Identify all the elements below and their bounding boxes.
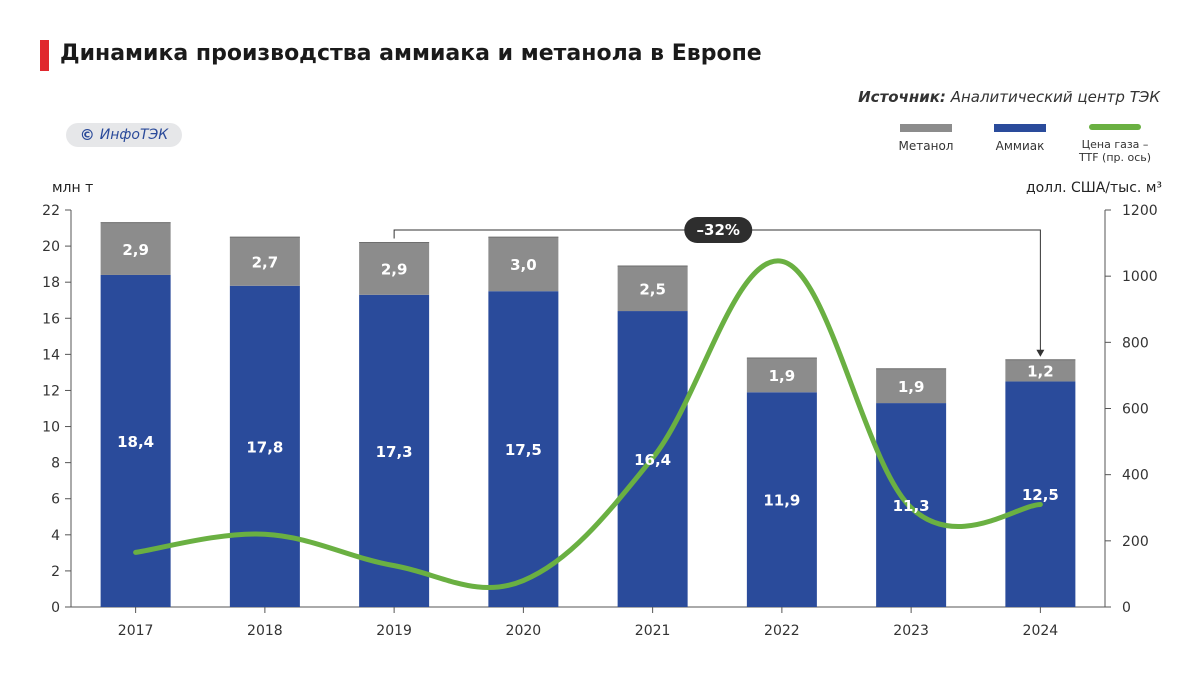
label-methanol: 1,9 <box>898 378 925 396</box>
title-accent-bar <box>40 40 49 71</box>
bar-methanol <box>100 222 171 275</box>
bar-methanol <box>746 357 817 393</box>
left-tick-label: 16 <box>42 311 60 327</box>
label-methanol: 2,9 <box>381 261 408 279</box>
label-methanol: 2,9 <box>122 241 149 259</box>
right-tick-label: 1200 <box>1122 203 1158 219</box>
left-tick-label: 10 <box>42 420 60 436</box>
badge-text: ИнфоТЭК <box>99 127 169 143</box>
left-tick-label: 2 <box>51 564 60 580</box>
source-note: Источник: Аналитический центр ТЭК <box>858 88 1160 106</box>
x-tick-label: 2023 <box>893 623 929 639</box>
copyright-icon: © <box>79 126 95 144</box>
x-tick-label: 2021 <box>635 623 671 639</box>
legend-swatch-ammonia <box>994 124 1046 132</box>
right-axis-unit: долл. США/тыс. м³ <box>1025 180 1162 196</box>
label-methanol: 2,5 <box>639 280 666 298</box>
bar-methanol <box>617 265 688 312</box>
bar-methanol <box>488 237 559 292</box>
x-tick-label: 2018 <box>247 623 283 639</box>
left-tick-label: 12 <box>42 383 60 399</box>
left-axis-unit: млн т <box>52 180 94 196</box>
legend-swatch-gas-price <box>1089 124 1141 130</box>
x-tick-label: 2022 <box>764 623 800 639</box>
label-ammonia: 17,8 <box>246 438 283 456</box>
legend-label-ammonia: Аммиак <box>995 139 1045 153</box>
label-methanol: 2,7 <box>252 253 279 271</box>
legend-item-methanol: Метанол <box>897 124 955 153</box>
legend-item-gas-price: Цена газа – TTF (пр. ось) <box>1070 124 1160 164</box>
right-tick-label: 800 <box>1122 335 1149 351</box>
x-tick-label: 2017 <box>118 623 154 639</box>
change-label: –32% <box>697 221 740 239</box>
label-ammonia: 11,3 <box>893 497 930 515</box>
bar-methanol <box>359 242 430 295</box>
label-ammonia: 12,5 <box>1022 486 1059 504</box>
left-tick-label: 4 <box>51 528 60 544</box>
left-tick-label: 14 <box>42 347 60 363</box>
left-tick-label: 0 <box>51 600 60 616</box>
right-tick-label: 0 <box>1122 600 1131 616</box>
x-tick-label: 2024 <box>1023 623 1059 639</box>
bar-methanol <box>229 237 300 286</box>
x-tick-label: 2020 <box>506 623 542 639</box>
label-ammonia: 16,4 <box>634 451 671 469</box>
bar-ammonia <box>359 294 430 607</box>
right-tick-label: 1000 <box>1122 269 1158 285</box>
left-tick-label: 20 <box>42 239 60 255</box>
label-ammonia: 18,4 <box>117 433 154 451</box>
bar-methanol <box>1005 359 1076 382</box>
left-tick-label: 22 <box>42 203 60 219</box>
right-tick-label: 600 <box>1122 402 1149 418</box>
legend-label-gas-price: Цена газа – TTF (пр. ось) <box>1078 138 1152 164</box>
label-methanol: 3,0 <box>510 256 537 274</box>
label-methanol: 1,9 <box>769 367 796 385</box>
change-pill <box>684 217 753 243</box>
chart-title: Динамика производства аммиака и метанола… <box>60 41 762 66</box>
left-tick-label: 8 <box>51 456 60 472</box>
right-tick-label: 400 <box>1122 468 1149 484</box>
label-ammonia: 17,3 <box>376 443 413 461</box>
x-tick-label: 2019 <box>376 623 412 639</box>
copyright-badge: © ИнфоТЭК <box>66 123 182 147</box>
left-tick-label: 18 <box>42 275 60 291</box>
legend-swatch-methanol <box>900 124 952 132</box>
source-label: Источник: <box>858 88 946 106</box>
bar-ammonia <box>229 285 300 607</box>
bar-ammonia <box>746 392 817 607</box>
source-text: Аналитический центр ТЭК <box>945 88 1160 106</box>
change-arrow-head <box>1036 349 1045 357</box>
label-ammonia: 17,5 <box>505 441 542 459</box>
gas-price-line <box>133 258 1043 591</box>
label-methanol: 1,2 <box>1027 363 1054 381</box>
bar-methanol <box>876 368 947 404</box>
label-ammonia: 11,9 <box>763 492 800 510</box>
bar-ammonia <box>488 291 559 607</box>
right-tick-label: 200 <box>1122 534 1149 550</box>
bar-ammonia <box>1005 381 1076 607</box>
left-tick-label: 6 <box>51 492 60 508</box>
legend-item-ammonia: Аммиак <box>991 124 1049 153</box>
legend-label-methanol: Метанол <box>898 139 954 153</box>
